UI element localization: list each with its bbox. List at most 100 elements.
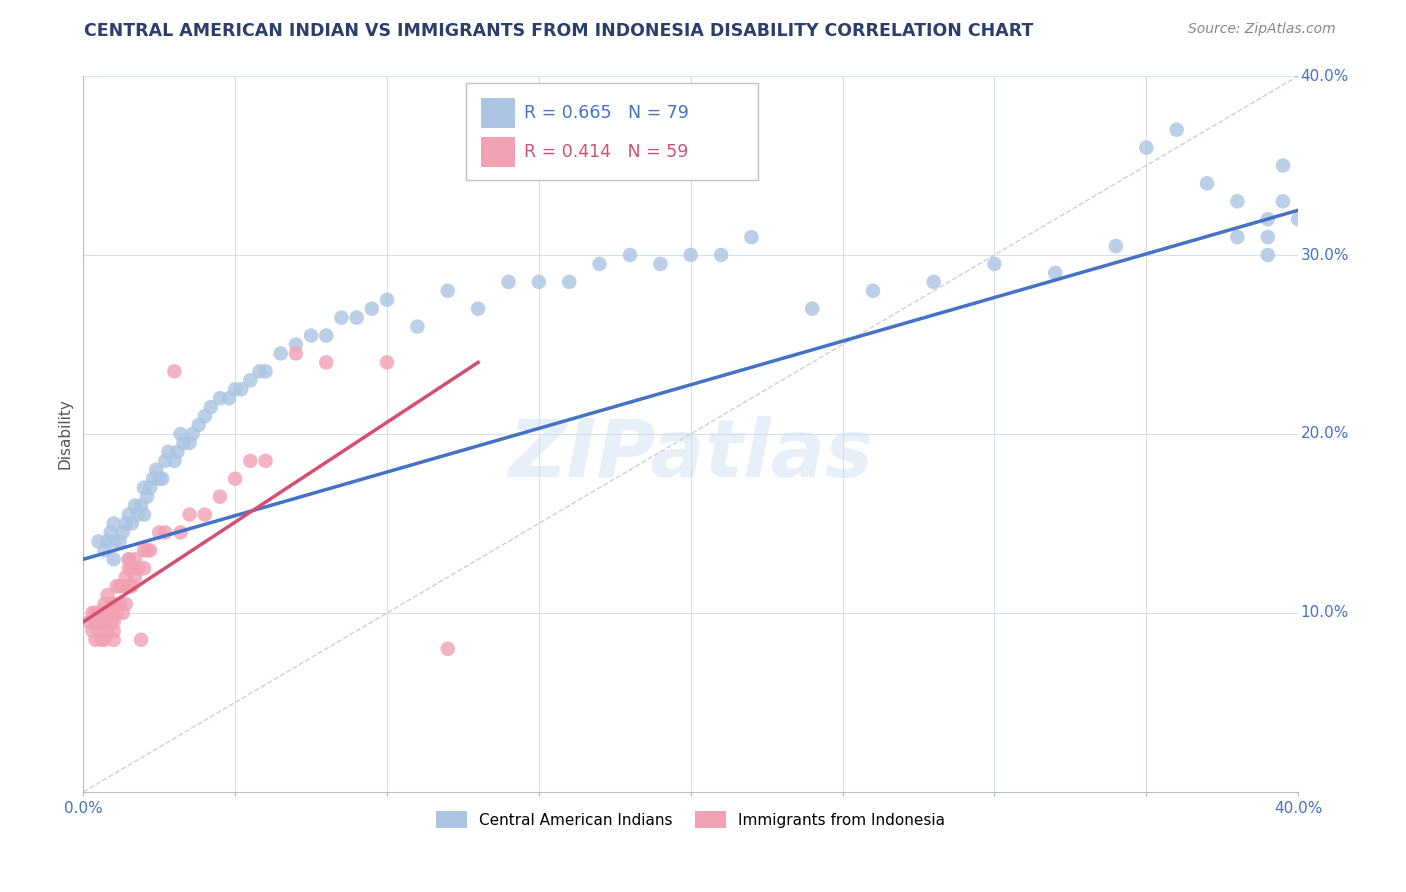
Point [111,579,134,593]
Point [181,427,204,442]
Point [148,472,170,486]
Point [254,364,277,378]
Bar [481,98,515,128]
Point [163,364,186,378]
Point [467,301,489,316]
Point [588,257,610,271]
Point [90,632,112,647]
Point [105,606,128,620]
Point [93,632,115,647]
Point [155,525,177,540]
Point [200,400,222,414]
Point [254,454,277,468]
Point [108,579,131,593]
Point [132,508,155,522]
Point [118,579,141,593]
Point [375,293,398,307]
Point [330,310,353,325]
Point [710,248,733,262]
Point [105,579,128,593]
Point [166,445,188,459]
Point [862,284,884,298]
Point [218,391,240,405]
Point [93,615,115,629]
Point [121,579,143,593]
Point [375,355,398,369]
Point [127,508,149,522]
Point [224,472,246,486]
Legend: Central American Indians, Immigrants from Indonesia: Central American Indians, Immigrants fro… [430,805,952,834]
Point [103,632,125,647]
Point [436,284,458,298]
Point [97,534,120,549]
Point [114,597,136,611]
Point [360,301,382,316]
Point [1271,194,1294,209]
Point [142,472,165,486]
Point [100,597,122,611]
Point [1257,212,1279,227]
Point [90,606,112,620]
Point [406,319,429,334]
Point [619,248,641,262]
Point [139,543,162,558]
Point [103,516,125,531]
Point [155,454,177,468]
Point [1166,122,1188,136]
Point [97,588,120,602]
Point [1257,248,1279,262]
Text: CENTRAL AMERICAN INDIAN VS IMMIGRANTS FROM INDONESIA DISABILITY CORRELATION CHAR: CENTRAL AMERICAN INDIAN VS IMMIGRANTS FR… [84,22,1033,40]
Text: R = 0.665   N = 79: R = 0.665 N = 79 [524,104,689,122]
Point [97,624,120,638]
Point [527,275,550,289]
Text: R = 0.414   N = 59: R = 0.414 N = 59 [524,143,689,161]
Point [139,481,162,495]
Point [82,606,104,620]
Text: ZIPatlas: ZIPatlas [508,417,873,494]
Point [1226,230,1249,244]
Point [108,534,131,549]
Point [983,257,1005,271]
Point [249,364,271,378]
Point [114,570,136,584]
Text: 40.0%: 40.0% [1301,69,1348,84]
Point [124,570,146,584]
Point [498,275,520,289]
Point [436,641,458,656]
Point [270,346,292,360]
Point [93,543,115,558]
Point [111,606,134,620]
Point [558,275,581,289]
Point [169,525,191,540]
Point [173,436,195,450]
Point [179,508,201,522]
Point [231,382,253,396]
Text: 20.0%: 20.0% [1301,426,1348,442]
Point [1226,194,1249,209]
Point [148,525,170,540]
Point [87,615,110,629]
Point [103,624,125,638]
Text: 30.0%: 30.0% [1301,247,1350,262]
Point [84,632,107,647]
Point [103,615,125,629]
Point [1286,212,1309,227]
Point [136,490,159,504]
Point [132,481,155,495]
Point [650,257,672,271]
Point [118,552,141,566]
Point [163,454,186,468]
Point [124,499,146,513]
Point [315,328,337,343]
Point [284,346,307,360]
Point [127,561,149,575]
Point [679,248,702,262]
Point [315,355,337,369]
Point [111,525,134,540]
Point [118,508,141,522]
Point [299,328,322,343]
Text: Source: ZipAtlas.com: Source: ZipAtlas.com [1188,22,1336,37]
Point [224,382,246,396]
Point [100,525,122,540]
Point [145,463,167,477]
